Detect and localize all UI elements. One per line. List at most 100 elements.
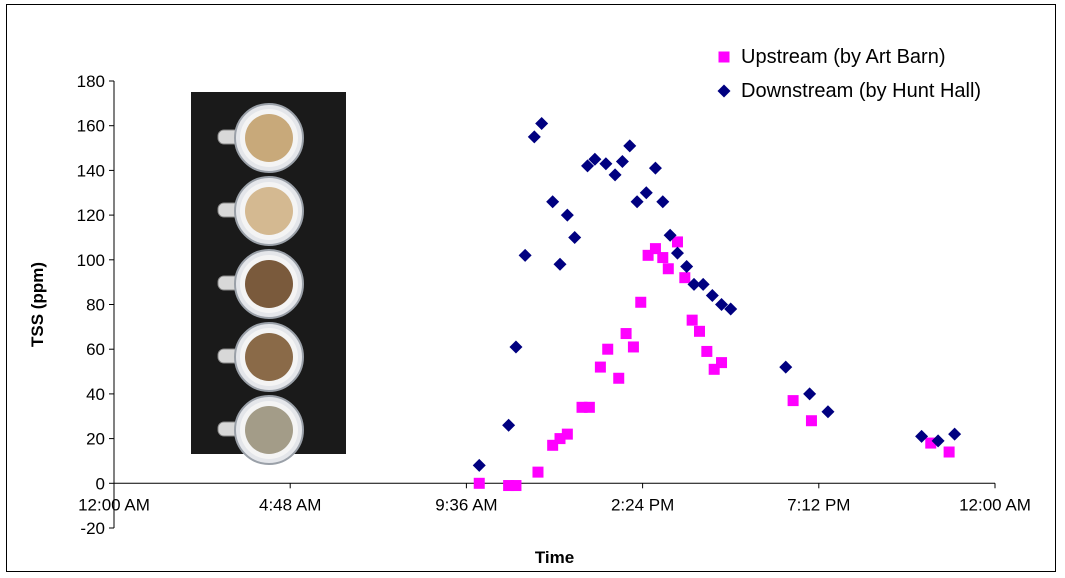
downstream-point [948,427,962,441]
y-tick-label: 20 [86,430,105,449]
upstream-point [701,345,713,357]
upstream-point [679,272,691,284]
downstream-point [509,340,523,354]
downstream-point [670,246,684,260]
legend-item-1: Upstream (by Art Barn) [718,46,946,68]
upstream-point [657,252,669,264]
y-tick-label: 0 [96,474,105,493]
series-2 [472,116,962,472]
upstream-point [635,296,647,308]
upstream-point [716,357,728,369]
filter-sample-2 [217,176,304,246]
downstream-point [715,298,729,311]
upstream-point [925,437,937,449]
downstream-point [630,195,644,209]
series-1 [473,236,955,492]
y-tick-label: -20 [80,519,105,538]
downstream-point [568,230,582,244]
upstream-point [686,314,698,326]
upstream-point [503,480,515,492]
x-tick-label: 7:12 PM [787,495,850,514]
upstream-point [473,477,485,489]
y-tick-label: 120 [77,206,105,225]
upstream-point [787,395,799,407]
downstream-point [803,387,817,401]
y-tick-label: 160 [77,117,105,136]
downstream-point [623,139,637,153]
downstream-point [696,277,710,291]
upstream-point [642,249,654,261]
upstream-point [613,372,625,384]
downstream-point [502,418,516,432]
downstream-point [527,130,541,144]
upstream-point [620,328,632,340]
y-tick-label: 60 [86,340,105,359]
x-tick-label: 2:24 PM [611,495,674,514]
legend-marker [717,84,731,98]
filter-sample-1 [217,103,304,173]
downstream-point [546,195,560,209]
upstream-point [662,263,674,275]
downstream-point [560,208,574,222]
x-tick-label: 9:36 AM [435,495,497,514]
downstream-point [779,360,793,374]
y-tick-labels: -20 0 20 40 60 80 100 120 140 160 180 [77,72,114,538]
legend-marker [718,51,730,63]
legend-label: Upstream (by Art Barn) [741,46,946,68]
downstream-point [663,228,677,242]
filter-sample-4 [217,322,304,392]
downstream-point [687,277,701,291]
downstream-point [581,159,595,173]
upstream-point [554,433,566,445]
upstream-point [693,325,705,337]
downstream-point [639,186,653,200]
upstream-point [671,236,683,248]
upstream-point [510,480,522,492]
y-axis-title: TSS (ppm) [28,262,47,347]
downstream-point [553,257,567,271]
upstream-point [532,466,544,478]
upstream-point [805,415,817,427]
upstream-point [708,363,720,375]
x-axis-title: Time [535,548,574,567]
downstream-point [656,195,670,209]
y-tick-label: 100 [77,251,105,270]
upstream-point [649,243,661,255]
y-tick-label: 80 [86,296,105,315]
downstream-point [931,434,945,448]
upstream-point [943,446,955,458]
y-tick-label: 180 [77,72,105,91]
downstream-point [535,116,549,130]
chart-frame: -20 0 20 40 60 80 100 120 140 160 180 12:00 AM 4:48… [6,4,1056,572]
downstream-point [724,302,738,316]
x-tick-labels: 12:00 AM 4:48 AM 9:36 AM 2:24 PM 7:12 PM 12:0… [78,483,1031,514]
upstream-point [594,361,606,373]
filter-sample-5 [217,395,304,465]
x-tick-label: 4:48 AM [259,495,321,514]
upstream-point [627,341,639,353]
downstream-point [608,168,622,182]
filter-sample-3 [217,249,304,319]
tss-scatter-chart: -20 0 20 40 60 80 100 120 140 160 180 12:00 AM 4:48… [28,46,1031,567]
upstream-point [547,439,559,451]
downstream-point [648,161,662,175]
legend-label: Downstream (by Hunt Hall) [741,80,981,102]
upstream-point [602,343,614,355]
downstream-point [915,429,929,443]
y-tick-label: 40 [86,385,105,404]
downstream-point [821,405,835,419]
downstream-point [588,152,602,166]
x-tick-label: 12:00 AM [959,495,1031,514]
downstream-point [680,260,694,274]
downstream-point [599,157,613,171]
downstream-point [472,458,486,472]
filter-samples-photo [191,92,346,465]
legend-item-2: Downstream (by Hunt Hall) [717,80,981,102]
downstream-point [705,289,719,303]
legend: Upstream (by Art Barn) Downstream (by Hun… [717,46,981,102]
upstream-point [583,401,595,413]
upstream-point [561,428,573,440]
downstream-point [615,154,629,168]
data-points [472,116,962,492]
y-tick-label: 140 [77,161,105,180]
